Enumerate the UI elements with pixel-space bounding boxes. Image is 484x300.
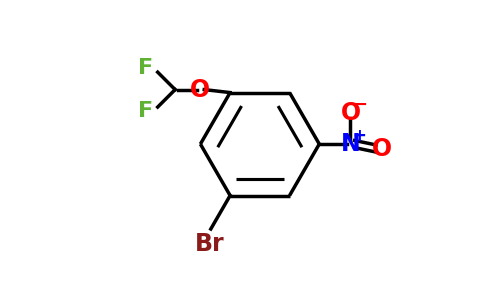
Text: Br: Br [195,232,224,256]
Text: O: O [340,101,361,125]
Text: O: O [372,136,392,160]
Text: F: F [138,58,153,78]
Text: F: F [138,101,153,122]
Text: +: + [352,127,366,145]
Text: O: O [190,78,211,102]
Text: N: N [341,132,361,156]
Text: −: − [352,96,367,114]
